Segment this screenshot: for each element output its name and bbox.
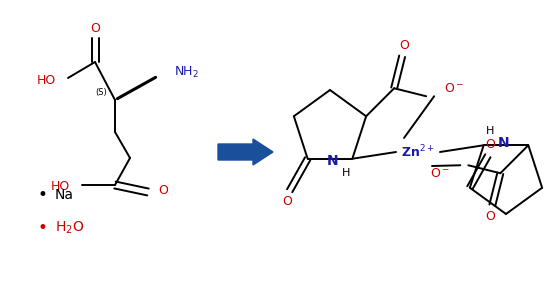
Text: O: O <box>90 21 100 34</box>
Text: O: O <box>485 210 495 223</box>
Text: O$^-$: O$^-$ <box>444 82 464 95</box>
Text: N: N <box>327 154 338 168</box>
Text: O: O <box>485 138 495 151</box>
Text: H: H <box>486 126 494 136</box>
Text: Zn$^{2+}$: Zn$^{2+}$ <box>401 144 435 160</box>
Text: H: H <box>342 168 350 178</box>
FancyArrow shape <box>218 139 273 165</box>
Text: O: O <box>158 184 168 196</box>
Text: HO: HO <box>37 74 56 87</box>
Text: (S): (S) <box>95 87 107 97</box>
Text: O: O <box>399 39 409 52</box>
Text: H$_2$O: H$_2$O <box>55 220 84 236</box>
Text: HO: HO <box>51 180 70 194</box>
Text: O: O <box>283 195 292 208</box>
Text: •: • <box>37 219 47 237</box>
Text: Na: Na <box>55 188 74 202</box>
Text: N: N <box>497 136 509 150</box>
Text: NH$_2$: NH$_2$ <box>174 64 199 80</box>
Text: •: • <box>37 186 47 204</box>
Text: O$^-$: O$^-$ <box>431 167 451 180</box>
